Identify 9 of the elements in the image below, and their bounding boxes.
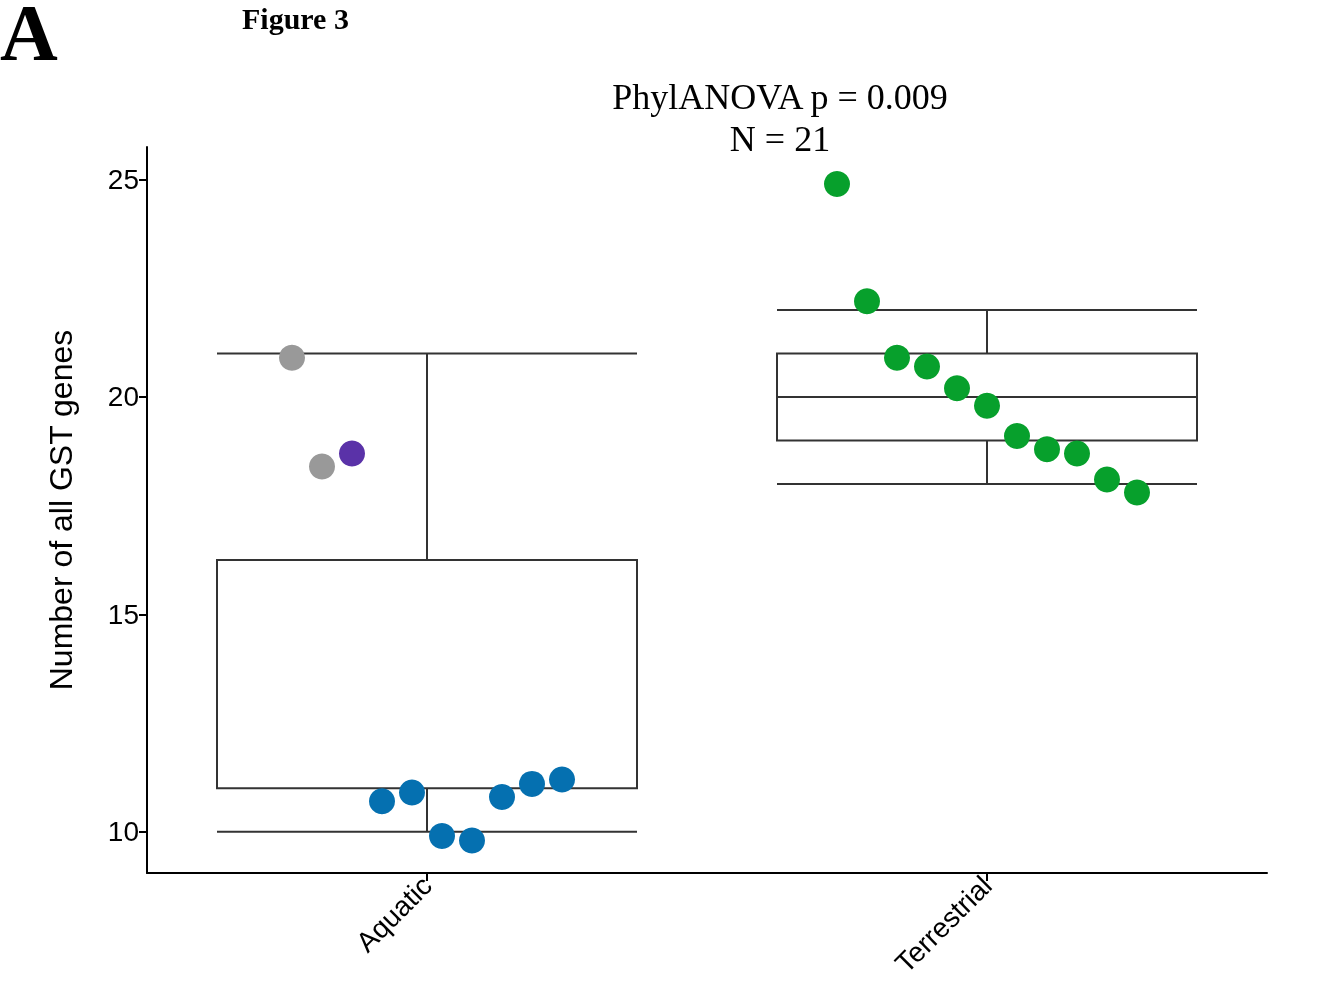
chart-subtitle: N = 21 [729, 119, 831, 159]
y-tick-label: 20 [107, 381, 139, 413]
text: A [0, 0, 58, 79]
y-tick-label: 25 [107, 164, 139, 196]
y-axis-title: Number of all GST genes [43, 329, 79, 691]
y-tick-label: 15 [107, 598, 139, 630]
y-tick-label: 10 [107, 816, 139, 848]
caption: Figure 3 [242, 2, 349, 36]
chart-title: PhylANOVA p = 0.009 [612, 77, 948, 117]
